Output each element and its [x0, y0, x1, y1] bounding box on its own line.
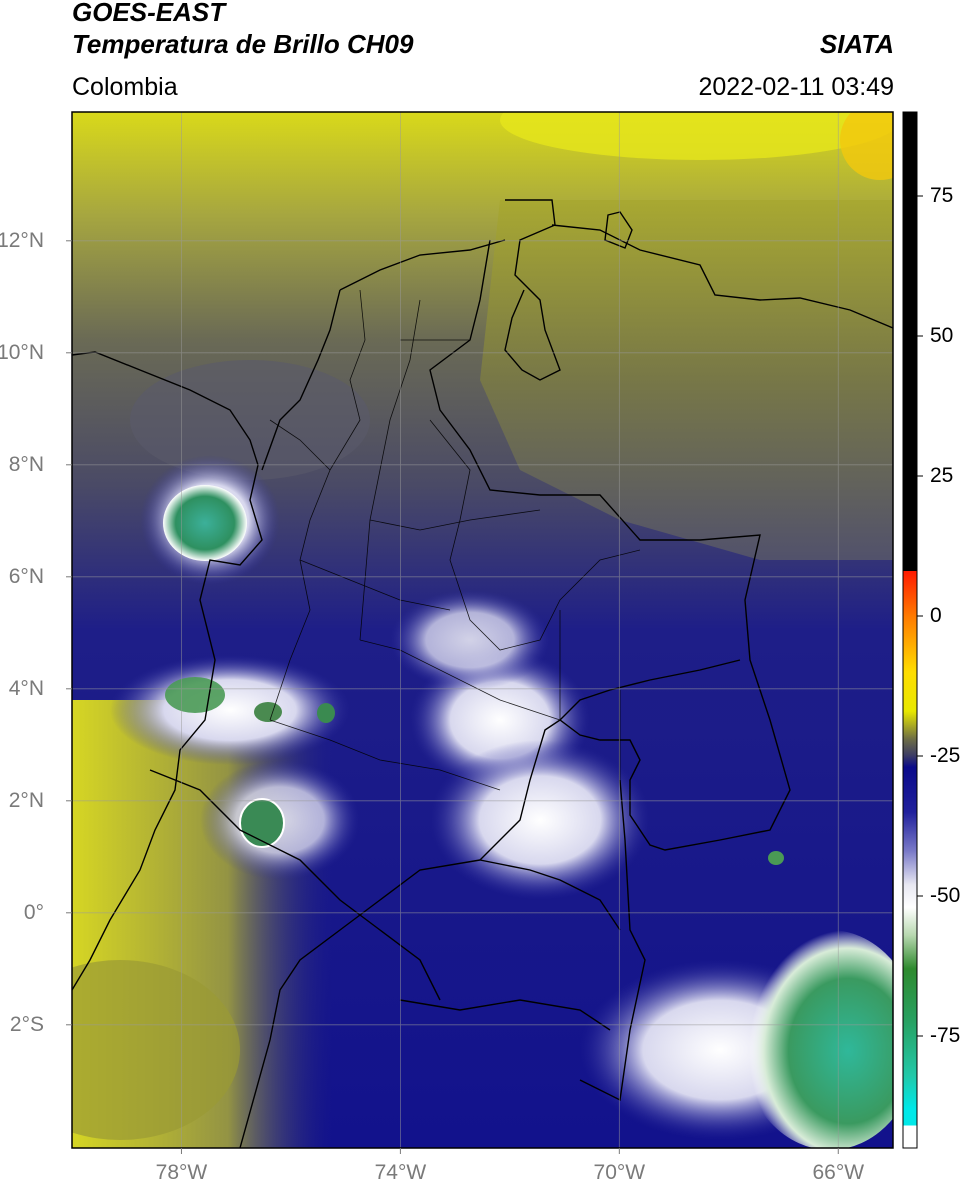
brand-label: SIATA [819, 29, 894, 59]
colorbar-tick-label: -25 [930, 744, 961, 767]
coastlines-borders [71, 199, 894, 1149]
lat-tick-label: 4°N [8, 676, 44, 700]
region-label: Colombia [72, 73, 178, 101]
colorbar-bar [902, 111, 918, 1149]
colorbar-tick-label: -50 [930, 884, 961, 907]
map-frame [71, 111, 894, 1149]
lon-tick-label: 66°W [812, 1161, 865, 1184]
lon-ticks [180, 1148, 839, 1154]
lat-tick-label: 10°N [0, 340, 44, 364]
lon-tick-label: 74°W [374, 1161, 427, 1184]
lat-ticks [66, 240, 72, 1026]
department-borders [269, 289, 641, 791]
colorbar-tick-label: 75 [930, 184, 954, 207]
lat-tick-label: 6°N [8, 564, 44, 588]
lat-tick-label: 12°N [0, 228, 44, 252]
colorbar-tick-label: 25 [930, 464, 954, 487]
gridlines [72, 112, 893, 1148]
colorbar-tick-label: -75 [930, 1024, 961, 1047]
lat-tick-label: 2°N [8, 788, 44, 812]
lat-tick-label: 8°N [8, 452, 44, 476]
datetime-label: 2022-02-11 03:49 [698, 73, 894, 101]
satellite-title: GOES-EAST [72, 0, 226, 27]
colorbar-tick-label: 50 [930, 324, 954, 347]
lat-tick-label: 0° [23, 900, 44, 924]
colorbar-ticks [917, 195, 923, 1037]
lon-tick-label: 70°W [593, 1161, 646, 1184]
lon-tick-label: 78°W [155, 1161, 208, 1184]
lat-tick-label: 2°S [9, 1012, 44, 1036]
colorbar-tick-label: 0 [930, 604, 942, 627]
product-title: Temperatura de Brillo CH09 [72, 29, 414, 59]
colorbar [902, 111, 923, 1149]
